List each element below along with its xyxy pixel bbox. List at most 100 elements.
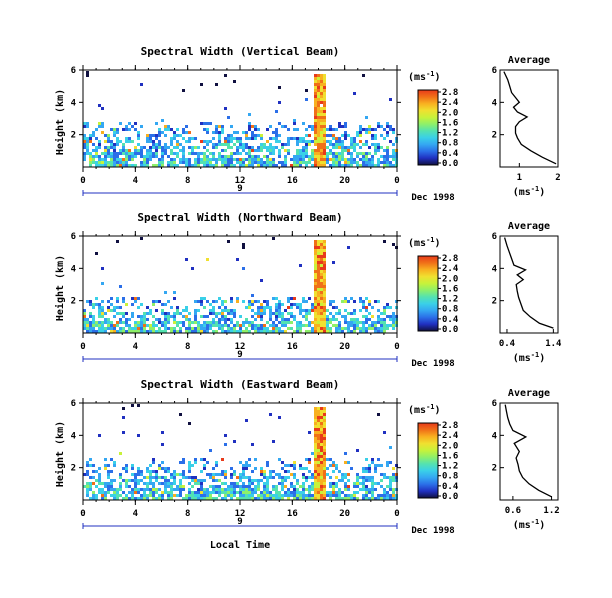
heatmap-cell — [347, 461, 350, 464]
heatmap-cell — [365, 297, 368, 300]
heatmap-cell — [287, 327, 290, 330]
heatmap-cell — [263, 161, 266, 164]
heatmap-cell — [365, 479, 368, 482]
heatmap-cell — [317, 473, 320, 476]
heatmap-cell — [107, 321, 110, 324]
heatmap-cell — [143, 476, 146, 479]
heatmap-cell — [317, 443, 320, 446]
heatmap-cell — [371, 479, 374, 482]
heatmap-cell — [278, 330, 281, 333]
heatmap-cell — [260, 467, 263, 470]
heatmap-cell — [191, 327, 194, 330]
heatmap-cell — [386, 461, 389, 464]
heatmap-cell — [83, 318, 86, 321]
heatmap-cell — [353, 494, 356, 497]
heatmap-cell — [359, 152, 362, 155]
x-tick-label: 4 — [133, 509, 139, 519]
heatmap-cell — [338, 143, 341, 146]
heatmap-cell — [317, 270, 320, 273]
colorbar-ramp — [417, 255, 439, 332]
heatmap-cell — [341, 140, 344, 143]
heatmap-cell — [104, 312, 107, 315]
heatmap-cell — [296, 158, 299, 161]
heatmap-cell — [323, 291, 326, 294]
heatmap-cell — [251, 482, 254, 485]
heatmap-cell — [332, 482, 335, 485]
heatmap-cell — [191, 146, 194, 149]
heatmap-cell — [224, 309, 227, 312]
heatmap-cell — [230, 476, 233, 479]
heatmap-cell — [296, 488, 299, 491]
heatmap-cell — [293, 473, 296, 476]
heatmap-cell — [218, 491, 221, 494]
heatmap-cell — [305, 458, 308, 461]
heatmap-cell — [377, 309, 380, 312]
heatmap-cell — [242, 330, 245, 333]
heatmap-cell — [353, 158, 356, 161]
heatmap-cell — [302, 476, 305, 479]
heatmap-cell — [161, 149, 164, 152]
heatmap-cell — [392, 497, 395, 500]
x-tick-label: 20 — [339, 176, 350, 186]
heatmap-cell — [323, 494, 326, 497]
heatmap-cell — [248, 155, 251, 158]
heatmap-cell — [197, 152, 200, 155]
heatmap-cell — [320, 122, 323, 125]
heatmap-cell — [140, 324, 143, 327]
heatmap-cell — [305, 324, 308, 327]
heatmap-cell — [206, 155, 209, 158]
heatmap-cell — [338, 309, 341, 312]
heatmap-cell — [392, 243, 395, 246]
heatmap-cell — [386, 315, 389, 318]
heatmap-cell — [269, 315, 272, 318]
heatmap-cell — [332, 461, 335, 464]
heatmap-cell — [209, 164, 212, 167]
heatmap-cell — [110, 164, 113, 167]
heatmap-cell — [185, 161, 188, 164]
heatmap-cell — [320, 101, 323, 104]
heatmap-cell — [107, 464, 110, 467]
heatmap-cell — [110, 479, 113, 482]
heatmap-cell — [323, 440, 326, 443]
heatmap-cell — [155, 476, 158, 479]
heatmap-cell — [335, 485, 338, 488]
heatmap-cell — [254, 161, 257, 164]
heatmap-cell — [146, 485, 149, 488]
heatmap-cell — [200, 152, 203, 155]
heatmap-cell — [200, 488, 203, 491]
heatmap-cell — [119, 476, 122, 479]
heatmap-cell — [95, 155, 98, 158]
heatmap-cell — [251, 488, 254, 491]
heatmap-cell — [206, 488, 209, 491]
heatmap-cell — [182, 89, 185, 92]
heatmap-cell — [158, 330, 161, 333]
heatmap-cell — [119, 149, 122, 152]
heatmap-cell — [314, 315, 317, 318]
heatmap-cell — [131, 330, 134, 333]
heatmap-cell — [347, 488, 350, 491]
heatmap-cell — [209, 321, 212, 324]
heatmap-cell — [392, 312, 395, 315]
heatmap-cell — [383, 128, 386, 131]
heatmap-cell — [221, 324, 224, 327]
heatmap-cell — [212, 491, 215, 494]
heatmap-cell — [317, 261, 320, 264]
heatmap-cell — [194, 315, 197, 318]
heatmap-cell — [371, 315, 374, 318]
heatmap-cell — [272, 237, 275, 240]
heatmap-cell — [332, 464, 335, 467]
heatmap-cell — [233, 330, 236, 333]
heatmap-cell — [188, 318, 191, 321]
heatmap-cell — [188, 152, 191, 155]
heatmap-cell — [353, 161, 356, 164]
heatmap-cell — [338, 494, 341, 497]
heatmap-cell — [251, 137, 254, 140]
heatmap-cell — [230, 482, 233, 485]
heatmap-cell — [332, 146, 335, 149]
heatmap-cell — [119, 164, 122, 167]
heatmap-cell — [122, 327, 125, 330]
heatmap-cell — [248, 458, 251, 461]
heatmap-cell — [197, 482, 200, 485]
heatmap-cell — [140, 497, 143, 500]
heatmap-cell — [272, 146, 275, 149]
